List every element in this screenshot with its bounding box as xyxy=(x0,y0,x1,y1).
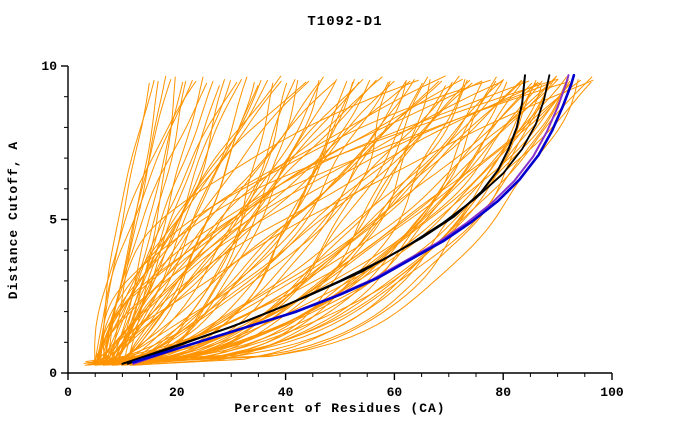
ensemble-curve xyxy=(106,79,226,363)
ensemble-curve xyxy=(102,79,491,363)
ensemble-curve xyxy=(110,75,167,365)
ensemble-curve xyxy=(96,80,282,364)
ensemble-curve xyxy=(122,79,523,364)
x-axis-label: Percent of Residues (CA) xyxy=(234,401,445,416)
x-tick-label: 60 xyxy=(387,385,403,400)
tick-labels: 0 20 40 60 80 100 0 5 10 xyxy=(41,59,624,400)
ensemble-curve xyxy=(100,79,594,363)
ensemble-curve xyxy=(99,76,204,366)
x-tick-label: 0 xyxy=(64,385,72,400)
ensemble-curve xyxy=(92,80,337,364)
ensemble-curve xyxy=(124,80,310,364)
ensemble-curve xyxy=(102,79,569,363)
ensemble-curve xyxy=(121,81,453,365)
ensemble-curve xyxy=(106,81,592,365)
ensemble-curve xyxy=(127,75,282,365)
ensemble-curve xyxy=(131,79,471,364)
ensemble-curve xyxy=(94,80,552,364)
ensemble-curve xyxy=(136,81,539,365)
ensemble-curve xyxy=(120,79,466,363)
y-axis-label: Distance Cutoff, A xyxy=(6,141,21,299)
ensemble-curve xyxy=(113,80,483,364)
ensemble-curve xyxy=(116,85,220,362)
y-tick-label: 10 xyxy=(41,59,57,74)
ensemble-curve xyxy=(114,80,443,364)
ensemble-curve xyxy=(99,78,559,362)
x-tick-label: 20 xyxy=(169,385,185,400)
ensemble-curve xyxy=(131,79,579,363)
ensemble-curve xyxy=(117,80,530,364)
ensemble-curve xyxy=(133,76,497,366)
ensemble-curve xyxy=(115,76,324,366)
series-reference-2 xyxy=(126,74,551,365)
ensemble-curve xyxy=(98,79,232,363)
ensemble-curve xyxy=(119,81,508,365)
ensemble-curve xyxy=(98,81,567,365)
x-tick-label: 80 xyxy=(495,385,511,400)
ensemble-curve xyxy=(132,81,483,365)
ensemble-curve xyxy=(108,82,541,366)
ensemble-curve xyxy=(104,79,371,364)
ensemble-curve xyxy=(96,80,391,364)
ensemble-curve xyxy=(83,80,523,364)
ensemble-curve xyxy=(102,81,502,365)
ensemble-curve xyxy=(119,85,259,363)
ensemble-curve xyxy=(124,82,288,366)
ensemble-curve xyxy=(135,80,299,364)
series-best-model xyxy=(132,73,576,364)
ensemble-curve xyxy=(97,78,463,362)
ensemble-curve xyxy=(90,81,354,365)
highlight-curves xyxy=(121,73,576,365)
ensemble-curve xyxy=(101,80,159,364)
ensemble-curves xyxy=(83,75,594,366)
ensemble-curve xyxy=(117,80,571,364)
ensemble-curve xyxy=(104,79,582,364)
ensemble-curve xyxy=(91,79,269,363)
ensemble-curve xyxy=(94,80,197,364)
x-tick-label: 100 xyxy=(600,385,624,400)
ensemble-curve xyxy=(99,81,568,365)
ensemble-curve xyxy=(96,80,187,364)
ensemble-curve xyxy=(95,81,307,365)
ensemble-curve xyxy=(108,81,238,365)
ensemble-curve xyxy=(100,79,155,363)
chart-title: T1092-D1 xyxy=(307,14,382,30)
ensemble-curve xyxy=(105,84,570,363)
y-tick-label: 0 xyxy=(49,366,57,381)
ensemble-curve xyxy=(114,79,537,364)
ensemble-curve xyxy=(105,82,552,366)
ensemble-curve xyxy=(84,82,533,366)
tick-marks xyxy=(61,65,613,380)
ensemble-curve xyxy=(99,81,360,365)
ensemble-curve xyxy=(94,76,568,366)
ensemble-curve xyxy=(135,79,503,364)
ensemble-curve xyxy=(105,79,419,363)
ensemble-curve xyxy=(89,82,320,366)
ensemble-curve xyxy=(86,79,525,364)
ensemble-curve xyxy=(117,80,214,364)
ensemble-curve xyxy=(100,80,497,364)
y-tick-label: 5 xyxy=(49,213,57,228)
x-tick-label: 40 xyxy=(278,385,294,400)
